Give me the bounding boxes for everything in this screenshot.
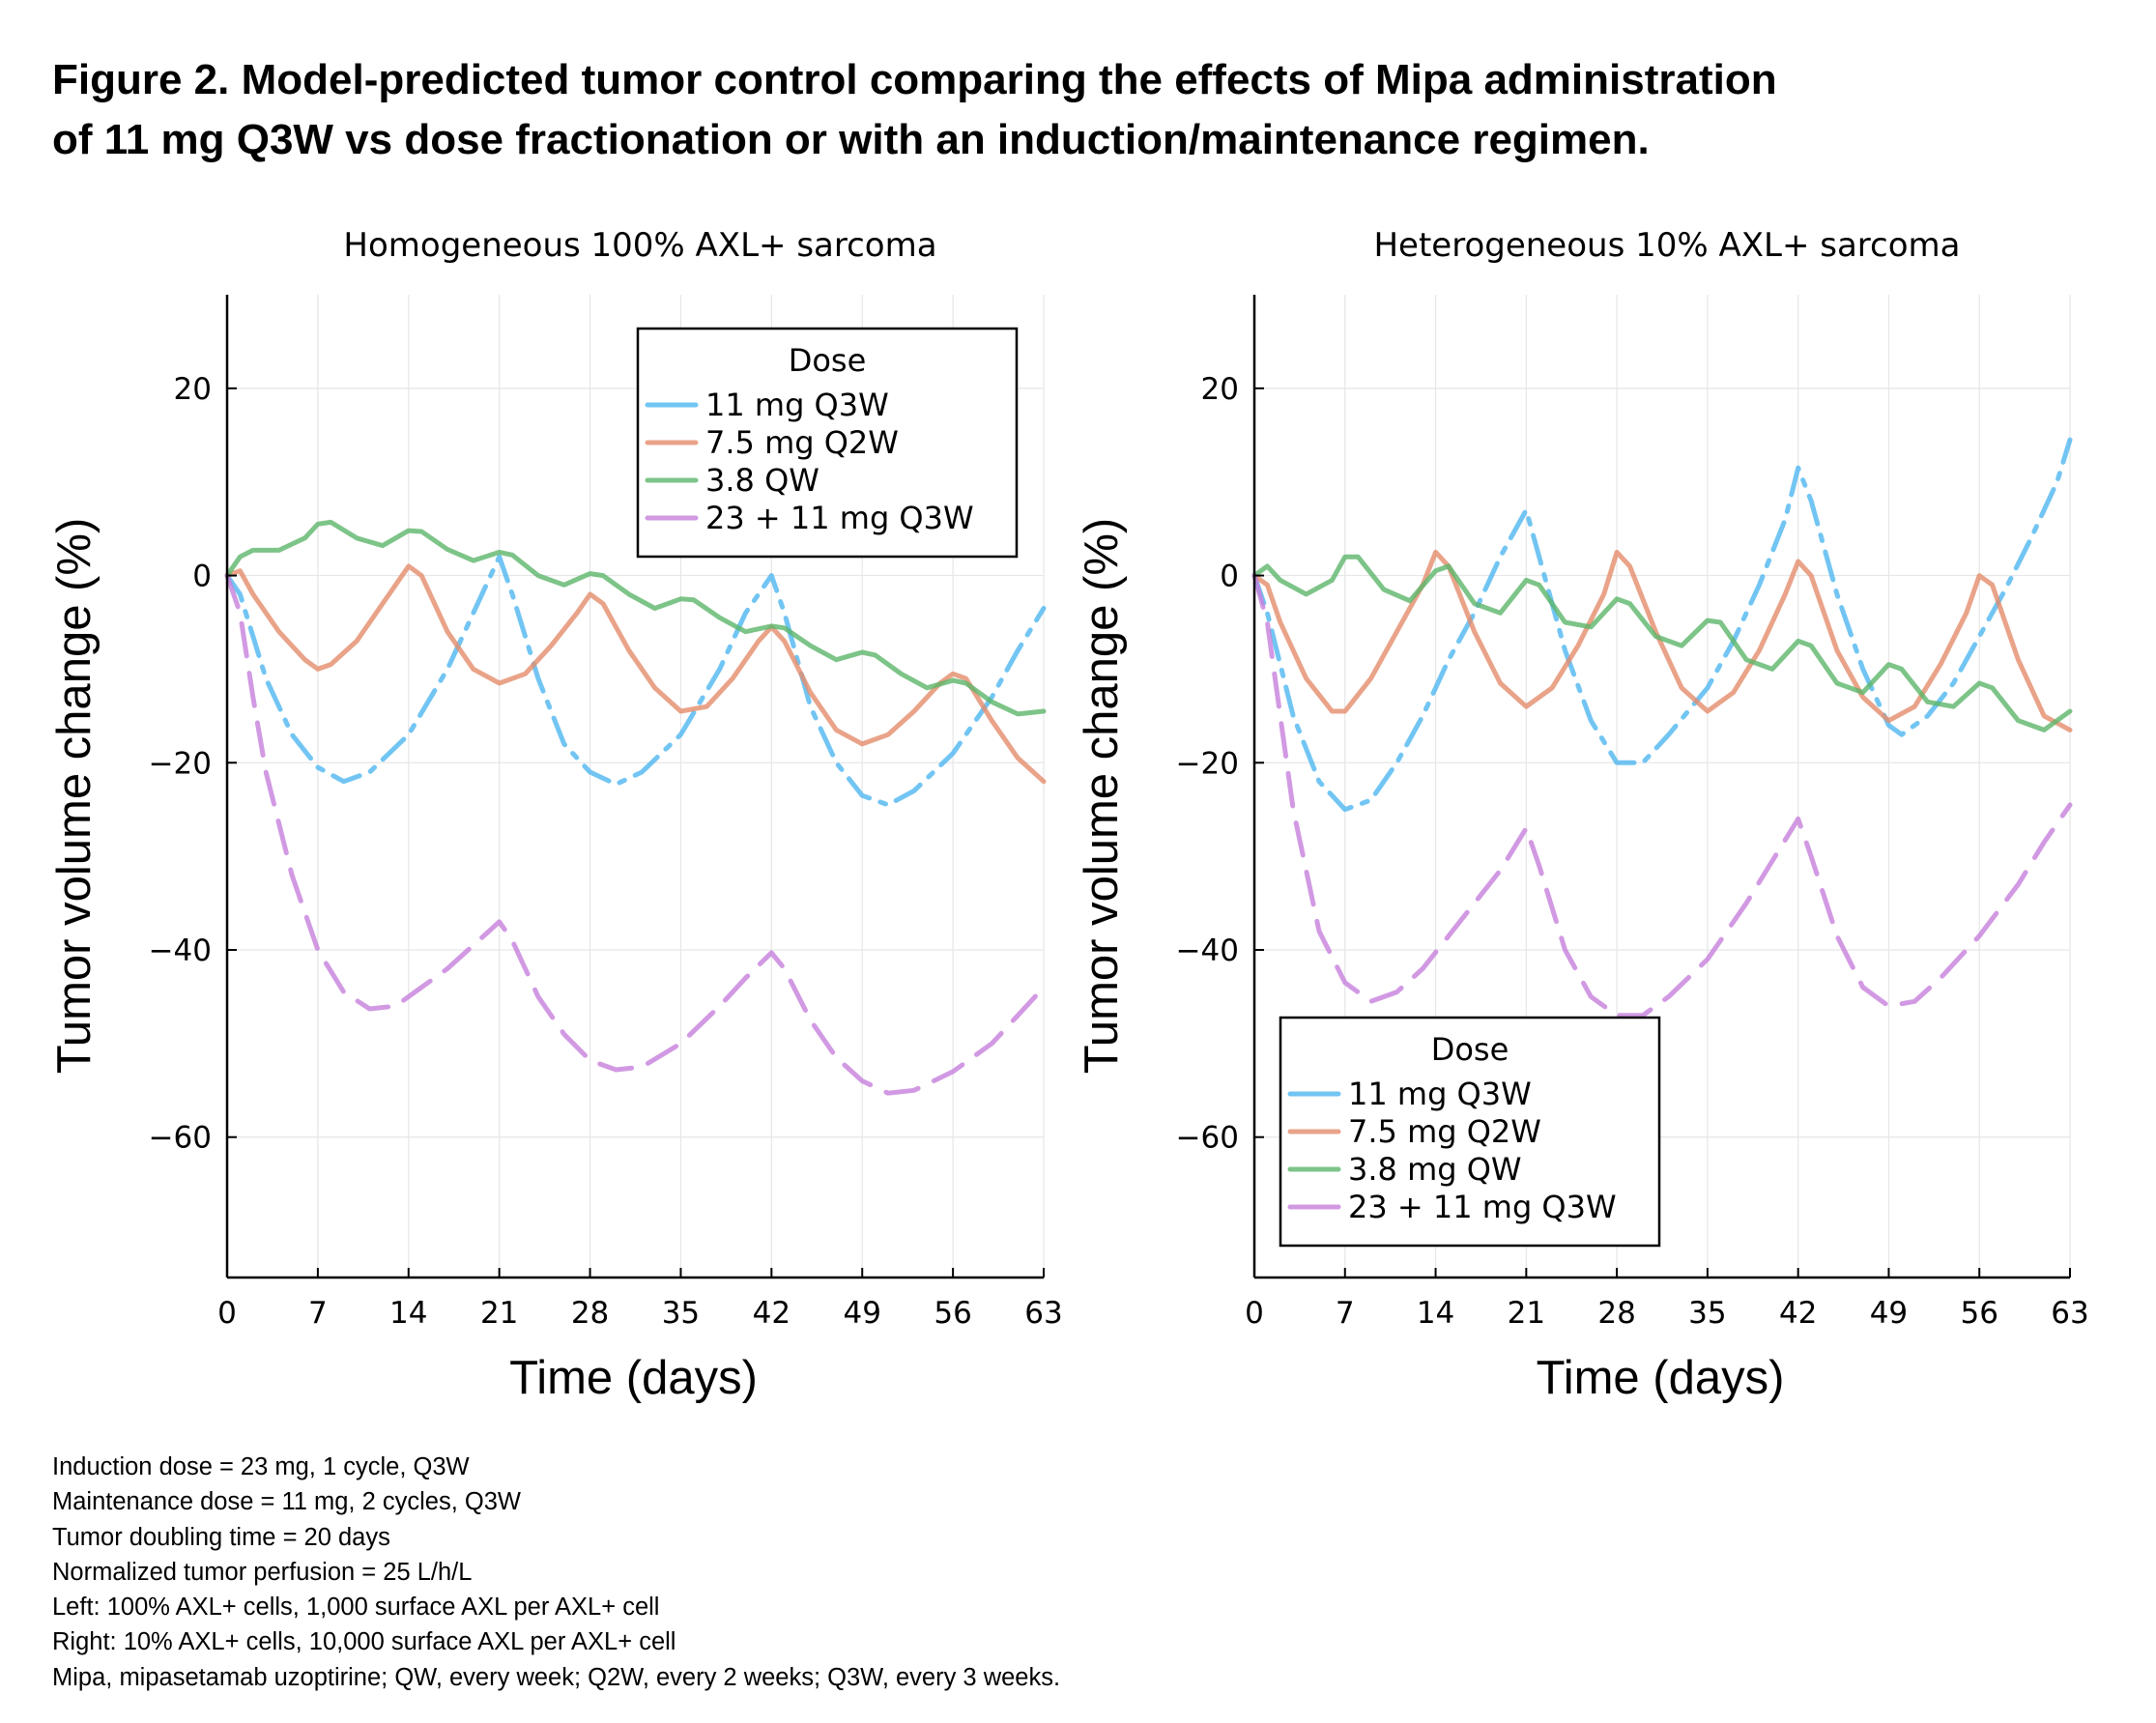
note-line: Maintenance dose = 11 mg, 2 cycles, Q3W bbox=[52, 1488, 521, 1516]
y-tick-label: −40 bbox=[149, 933, 212, 968]
series-line bbox=[1251, 437, 2073, 813]
legend-title: Dose bbox=[789, 342, 867, 379]
legend-box bbox=[1279, 1016, 1661, 1248]
note-line: Mipa, mipasetamab uzoptirine; QW, every … bbox=[52, 1663, 1061, 1691]
legend-label: 11 mg Q3W bbox=[1348, 1076, 1532, 1112]
x-tick-label: 56 bbox=[934, 1296, 971, 1331]
figure-title-line: of 11 mg Q3W vs dose fractionation or wi… bbox=[52, 116, 1650, 163]
legend-label: 3.8 QW bbox=[705, 462, 819, 499]
figure-notes: Induction dose = 23 mg, 1 cycle, Q3W Mai… bbox=[52, 1450, 1060, 1695]
x-tick-label: 63 bbox=[1024, 1296, 1062, 1331]
note-line: Tumor doubling time = 20 days bbox=[52, 1523, 390, 1551]
x-tick-label: 7 bbox=[1336, 1296, 1355, 1331]
x-tick-label: 42 bbox=[1779, 1296, 1817, 1331]
figure-title: Figure 2. Model-predicted tumor control … bbox=[52, 50, 2082, 170]
right-chart-panel: 0 7 14 21 28 35 42 49 56 63 20 0 −20 −40 −60 Heterogene… bbox=[1076, 226, 2089, 1404]
y-tick-label: −60 bbox=[1176, 1121, 1239, 1156]
x-axis-title: Time (days) bbox=[1537, 1352, 1785, 1404]
y-tick-label: −20 bbox=[1176, 746, 1239, 781]
x-tick-label: 42 bbox=[753, 1296, 791, 1331]
series-line bbox=[224, 554, 1047, 808]
x-tick-label: 21 bbox=[1508, 1296, 1545, 1331]
chart-title: Heterogeneous 10% AXL+ sarcoma bbox=[1373, 226, 1960, 265]
left-chart-panel: 0 7 14 21 28 35 42 49 56 63 20 0 −20 −40 −60 Homogeneou… bbox=[48, 226, 1063, 1404]
series-line bbox=[224, 563, 1047, 785]
legend-label: 7.5 mg Q2W bbox=[705, 424, 899, 461]
legend-label: 11 mg Q3W bbox=[705, 387, 889, 423]
x-tick-label: 0 bbox=[1245, 1296, 1264, 1331]
legend-label: 7.5 mg Q2W bbox=[1348, 1113, 1541, 1150]
note-line: Induction dose = 23 mg, 1 cycle, Q3W bbox=[52, 1453, 470, 1480]
x-tick-label: 49 bbox=[1870, 1296, 1908, 1331]
y-tick-label: 0 bbox=[192, 560, 212, 594]
legend-title: Dose bbox=[1431, 1031, 1509, 1068]
y-tick-label: 20 bbox=[174, 372, 212, 407]
series-line bbox=[1251, 554, 2073, 732]
y-axis-title: Tumor volume change (%) bbox=[48, 518, 101, 1075]
series-line bbox=[1251, 573, 2073, 1019]
series-line bbox=[224, 573, 1047, 1096]
x-tick-label: 0 bbox=[217, 1296, 237, 1331]
legend-box bbox=[636, 327, 1019, 559]
legend-label: 23 + 11 mg Q3W bbox=[1348, 1189, 1617, 1225]
x-tick-label: 63 bbox=[2051, 1296, 2088, 1331]
y-tick-label: 0 bbox=[1220, 560, 1239, 594]
y-tick-label: 20 bbox=[1201, 372, 1239, 407]
x-tick-label: 35 bbox=[662, 1296, 700, 1331]
y-tick-label: −40 bbox=[1176, 933, 1239, 968]
figure-title-line: Figure 2. Model-predicted tumor control … bbox=[52, 56, 1777, 103]
y-tick-label: −20 bbox=[149, 746, 212, 781]
x-tick-label: 28 bbox=[1597, 1296, 1635, 1331]
x-tick-label: 14 bbox=[1417, 1296, 1454, 1331]
series-line bbox=[1251, 549, 2073, 732]
x-axis-title: Time (days) bbox=[509, 1352, 758, 1404]
x-tick-label: 49 bbox=[843, 1296, 880, 1331]
chart-title: Homogeneous 100% AXL+ sarcoma bbox=[343, 226, 936, 265]
legend-label: 23 + 11 mg Q3W bbox=[705, 500, 974, 536]
series-line bbox=[224, 519, 1047, 717]
note-line: Left: 100% AXL+ cells, 1,000 surface AXL… bbox=[52, 1594, 660, 1622]
x-tick-label: 28 bbox=[571, 1296, 609, 1331]
x-tick-label: 35 bbox=[1688, 1296, 1726, 1331]
x-tick-label: 14 bbox=[389, 1296, 427, 1331]
x-tick-label: 7 bbox=[308, 1296, 328, 1331]
note-line: Normalized tumor perfusion = 25 L/h/L bbox=[52, 1558, 473, 1586]
y-tick-label: −60 bbox=[149, 1121, 212, 1156]
legend-label: 3.8 mg QW bbox=[1348, 1151, 1522, 1188]
y-axis-title: Tumor volume change (%) bbox=[1076, 518, 1128, 1075]
note-line: Right: 10% AXL+ cells, 10,000 surface AX… bbox=[52, 1628, 676, 1656]
x-tick-label: 21 bbox=[480, 1296, 518, 1331]
x-tick-label: 56 bbox=[1960, 1296, 1998, 1331]
